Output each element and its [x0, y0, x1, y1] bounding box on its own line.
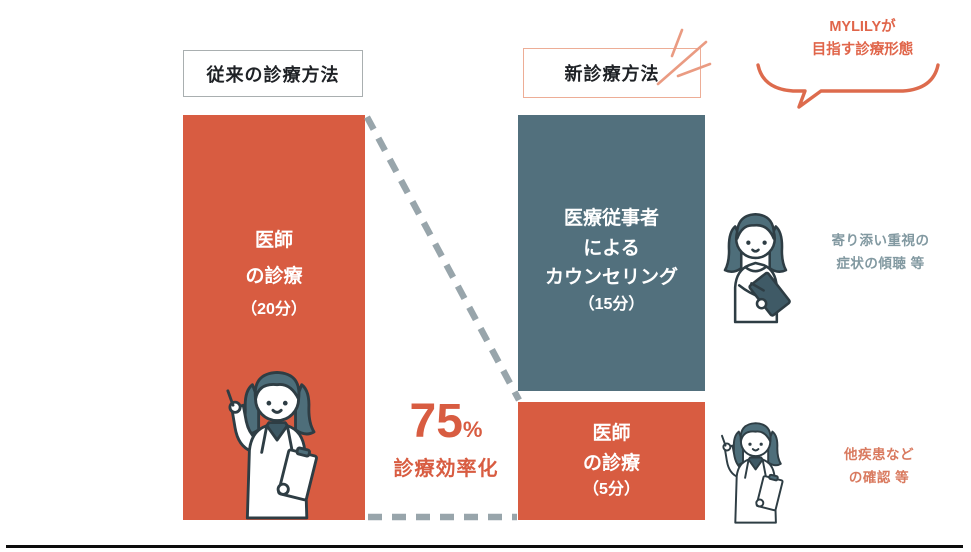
annotation-doctor-line1: 他疾患など [844, 447, 914, 462]
doctor-illustration [226, 370, 318, 520]
bubble-note-line1: MYLILYが [829, 19, 896, 35]
efficiency-unit: % [462, 417, 483, 442]
counseling-bar-line1: 医療従事者 [563, 208, 659, 230]
bottom-border-line [6, 545, 963, 548]
counseling-bar-minutes: （15分） [578, 295, 645, 313]
traditional-method-label: 従来の診療方法 [206, 64, 340, 85]
efficiency-caption: 診療効率化 [393, 458, 499, 480]
new-doctor-bar-minutes: （5分） [583, 481, 640, 499]
traditional-bar-line1: 医師 [254, 230, 293, 251]
new-doctor-bar: 医師 の診療 （5分） [518, 402, 705, 520]
new-doctor-bar-line2: の診療 [582, 452, 640, 474]
traditional-bar-minutes: （20分） [241, 301, 307, 319]
counseling-bar: 医療従事者 による カウンセリング （15分） [518, 115, 705, 391]
new-doctor-bar-line1: 医師 [592, 423, 631, 445]
annotation-doctor: 他疾患など の確認 等 [798, 444, 960, 490]
traditional-bar-text: 医師 の診療 （20分） [183, 115, 365, 326]
speech-bubble-curve-icon [756, 63, 940, 109]
counseling-bar-line2: による [583, 237, 640, 259]
bubble-note: MYLILYが 目指す診療形態 [765, 16, 960, 62]
annotation-counseling-line1: 寄り添い重視の [831, 233, 930, 248]
doctor-illustration [721, 422, 784, 524]
traditional-bar-line2: の診療 [245, 266, 303, 288]
annotation-counseling: 寄り添い重視の 症状の傾聴 等 [793, 230, 968, 276]
annotation-counseling-line2: 症状の傾聴 等 [836, 255, 925, 271]
traditional-method-label-box: 従来の診療方法 [183, 50, 363, 97]
bubble-note-line2: 目指す診療形態 [811, 42, 914, 59]
new-method-label-box: 新診療方法 [523, 48, 701, 98]
efficiency-value: 75 [409, 395, 463, 448]
diagonal-dashed-line [364, 115, 522, 402]
counseling-bar-line3: カウンセリング [544, 267, 678, 289]
efficiency-callout: 75% 診療効率化 [370, 398, 522, 481]
nurse-illustration [723, 212, 791, 324]
new-method-label: 新診療方法 [564, 64, 660, 84]
annotation-doctor-line2: の確認 等 [848, 469, 910, 485]
